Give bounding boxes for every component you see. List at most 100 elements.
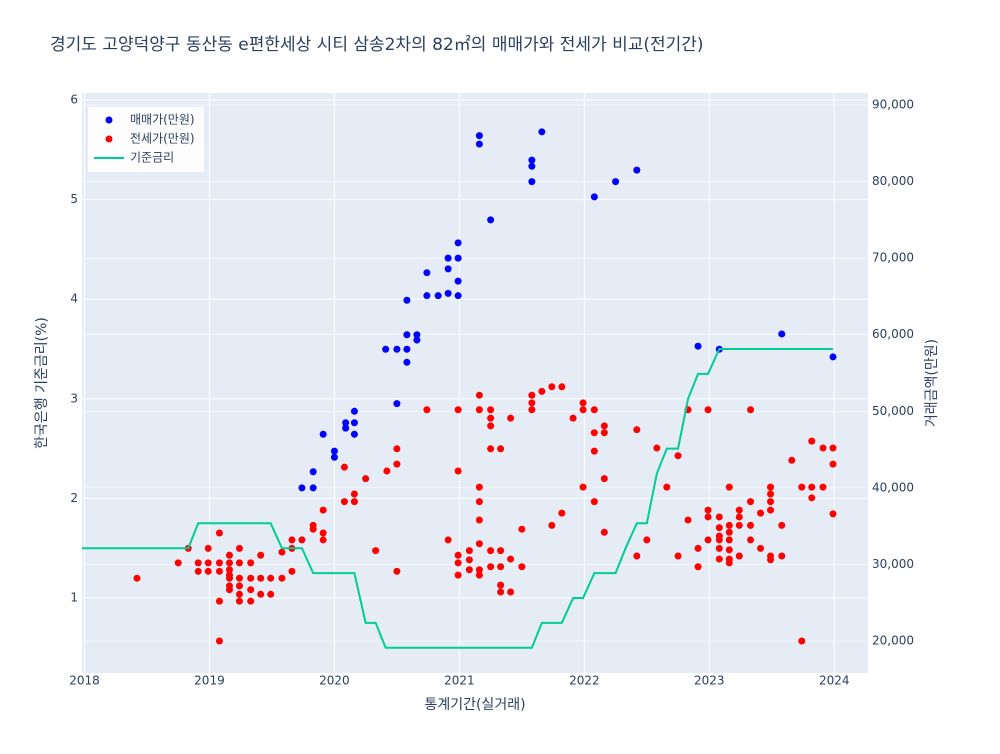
point [767,483,775,491]
point [204,544,212,552]
point [393,445,401,453]
point [225,574,233,582]
point [778,521,786,529]
point [225,559,233,567]
point [393,567,401,575]
point [518,525,526,533]
point [454,254,462,262]
y2-tick-label: 50,000 [872,404,914,418]
point [497,445,505,453]
point [267,574,275,582]
point [735,513,743,521]
point [528,162,536,170]
point [747,498,755,506]
point [235,590,243,598]
point [725,528,733,536]
point [590,447,598,455]
x-tick-label: 2018 [69,674,100,688]
point [454,551,462,559]
y2-tick-label: 90,000 [872,98,914,112]
point [350,419,358,427]
point [715,555,723,563]
point [663,483,671,491]
point [725,521,733,529]
point [590,406,598,414]
point [257,590,265,598]
point [475,483,483,491]
x-tick-label: 2024 [819,674,850,688]
point [487,547,495,555]
point [194,559,202,567]
point [465,556,473,564]
point [579,399,587,407]
point [704,406,712,414]
point [475,566,483,574]
point [767,490,775,498]
y-tick-label: 4 [70,292,78,306]
point [548,383,556,391]
chart-title: 경기도 고양덕양구 동산동 e편한세상 시티 삼송2차의 82㎡의 매매가와 전… [50,35,704,55]
point [204,559,212,567]
point [497,588,505,596]
point [413,331,421,339]
point [247,586,255,594]
legend: 매매가(만원) 전세가(만원) 기준금리 [88,107,204,172]
point [735,521,743,529]
legend-swatch [105,116,113,124]
point [487,563,495,571]
point [454,239,462,247]
y2-tick-label: 60,000 [872,327,914,341]
point [600,422,608,430]
point [475,132,483,140]
point [829,510,837,518]
point [808,494,816,502]
point [257,551,265,559]
point [215,567,223,575]
point [548,521,556,529]
point [403,296,411,304]
point [528,406,536,414]
point [298,484,306,492]
point [288,536,296,544]
point [725,546,733,554]
point [475,140,483,148]
point [808,483,816,491]
point [215,597,223,605]
legend-swatch [105,135,113,143]
point [643,536,651,544]
point [633,552,641,560]
point [528,156,536,164]
point [704,506,712,514]
y2-tick-label: 30,000 [872,557,914,571]
point [247,597,255,605]
y2-tick-label: 80,000 [872,174,914,188]
point [747,406,755,414]
point [403,358,411,366]
point [393,400,401,408]
point [393,460,401,468]
point [715,536,723,544]
point [413,336,421,344]
point [674,552,682,560]
point [247,574,255,582]
point [757,509,765,517]
point [507,588,515,596]
point [423,406,431,414]
point [558,509,566,517]
point [444,265,452,273]
point [235,544,243,552]
point [600,475,608,483]
point [444,254,452,262]
point [497,563,505,571]
y-tick-label: 2 [70,491,78,505]
y2-tick-label: 70,000 [872,251,914,265]
point [278,574,286,582]
point [518,563,526,571]
point [475,406,483,414]
point [798,483,806,491]
point [725,483,733,491]
point [215,529,223,537]
point [590,498,598,506]
point [633,166,641,174]
